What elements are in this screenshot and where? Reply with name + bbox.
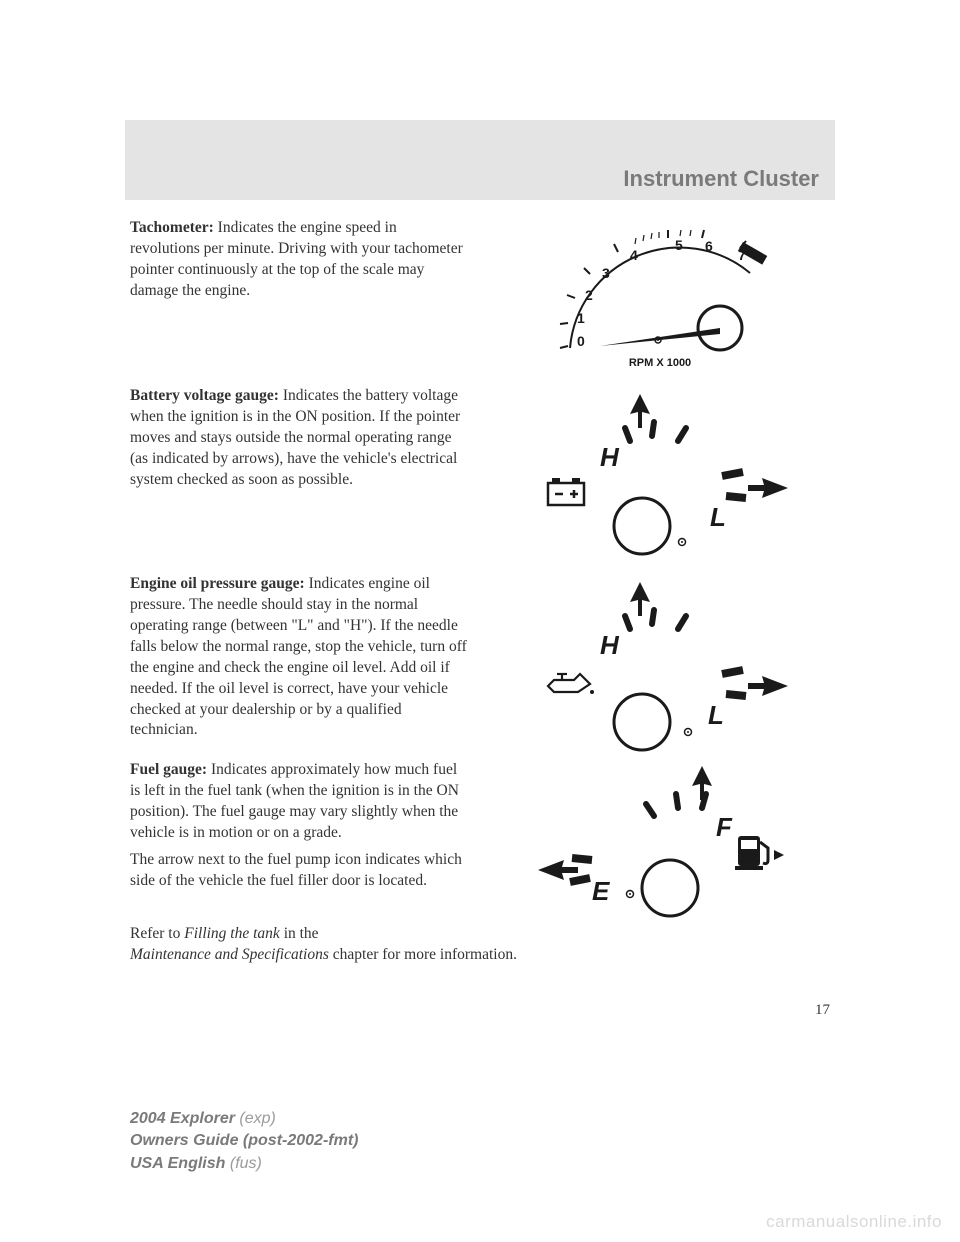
oil-lo: L xyxy=(708,700,724,730)
fuel-ref-mid: in the xyxy=(280,925,319,942)
footer-lang-code: (fus) xyxy=(230,1155,262,1172)
fuel-figure: F E xyxy=(470,760,830,920)
battery-gauge-icon: H L xyxy=(530,386,790,556)
fuel-ref-it1: Filling the tank xyxy=(184,925,280,942)
fuel-ref-pre: Refer to xyxy=(130,925,184,942)
battery-figure: H L xyxy=(470,386,830,556)
section-tachometer: Tachometer: Indicates the engine speed i… xyxy=(130,218,830,368)
oil-body: Indicates engine oil pressure. The needl… xyxy=(130,575,467,738)
rpm-label: RPM X 1000 xyxy=(629,357,691,368)
fuel-full: F xyxy=(716,812,733,842)
fuel-pump-icon xyxy=(735,836,784,870)
header-title: Instrument Cluster xyxy=(623,166,819,192)
section-fuel: Fuel gauge: Indicates approximately how … xyxy=(130,760,830,920)
fuel-text: Fuel gauge: Indicates approximately how … xyxy=(130,760,470,920)
fuel-empty: E xyxy=(592,876,610,906)
tachometer-label: Tachometer: xyxy=(130,219,214,236)
fuel-ref-post: chapter for more information. xyxy=(329,946,517,963)
tachometer-text: Tachometer: Indicates the engine speed i… xyxy=(130,218,470,368)
fuel-label: Fuel gauge: xyxy=(130,761,207,778)
page-number: 17 xyxy=(130,1002,830,1019)
footer-lang: USA English xyxy=(130,1155,225,1172)
svg-text:6: 6 xyxy=(705,238,713,254)
footer-model-code: (exp) xyxy=(239,1110,275,1127)
oil-text: Engine oil pressure gauge: Indicates eng… xyxy=(130,574,470,754)
footer: 2004 Explorer (exp) Owners Guide (post-2… xyxy=(130,1108,358,1175)
battery-label: Battery voltage gauge: xyxy=(130,387,279,404)
oil-hi: H xyxy=(600,630,620,660)
svg-text:1: 1 xyxy=(577,310,585,326)
fuel-ref: Refer to Filling the tank in the Mainten… xyxy=(130,924,730,966)
fuel-gauge-icon: F E xyxy=(530,760,790,920)
fuel-ref-it2: Maintenance and Specifications xyxy=(130,946,329,963)
battery-text: Battery voltage gauge: Indicates the bat… xyxy=(130,386,470,556)
section-oil: Engine oil pressure gauge: Indicates eng… xyxy=(130,574,830,754)
section-battery: Battery voltage gauge: Indicates the bat… xyxy=(130,386,830,556)
watermark: carmanualsonline.info xyxy=(766,1212,942,1232)
tachometer-gauge-icon: 0 1 2 3 4 5 6 7 xyxy=(540,218,780,368)
svg-text:5: 5 xyxy=(675,237,683,253)
battery-symbol-icon xyxy=(548,478,584,505)
page-content: Instrument Cluster Tachometer: Indicates… xyxy=(130,120,830,972)
svg-text:3: 3 xyxy=(602,265,610,281)
svg-text:0: 0 xyxy=(577,333,585,349)
svg-text:2: 2 xyxy=(585,287,593,303)
oil-gauge-icon: H L xyxy=(530,574,790,754)
oil-can-icon xyxy=(548,674,594,694)
footer-guide: Owners Guide (post-2002-fmt) xyxy=(130,1132,358,1149)
fuel-body2: The arrow next to the fuel pump icon ind… xyxy=(130,850,470,892)
oil-figure: H L xyxy=(470,574,830,754)
oil-label: Engine oil pressure gauge: xyxy=(130,575,305,592)
battery-lo: L xyxy=(710,502,726,532)
header-bar: Instrument Cluster xyxy=(125,120,835,200)
tachometer-figure: 0 1 2 3 4 5 6 7 xyxy=(470,218,830,368)
battery-hi: H xyxy=(600,442,620,472)
footer-model: 2004 Explorer xyxy=(130,1110,235,1127)
svg-text:4: 4 xyxy=(630,247,638,263)
